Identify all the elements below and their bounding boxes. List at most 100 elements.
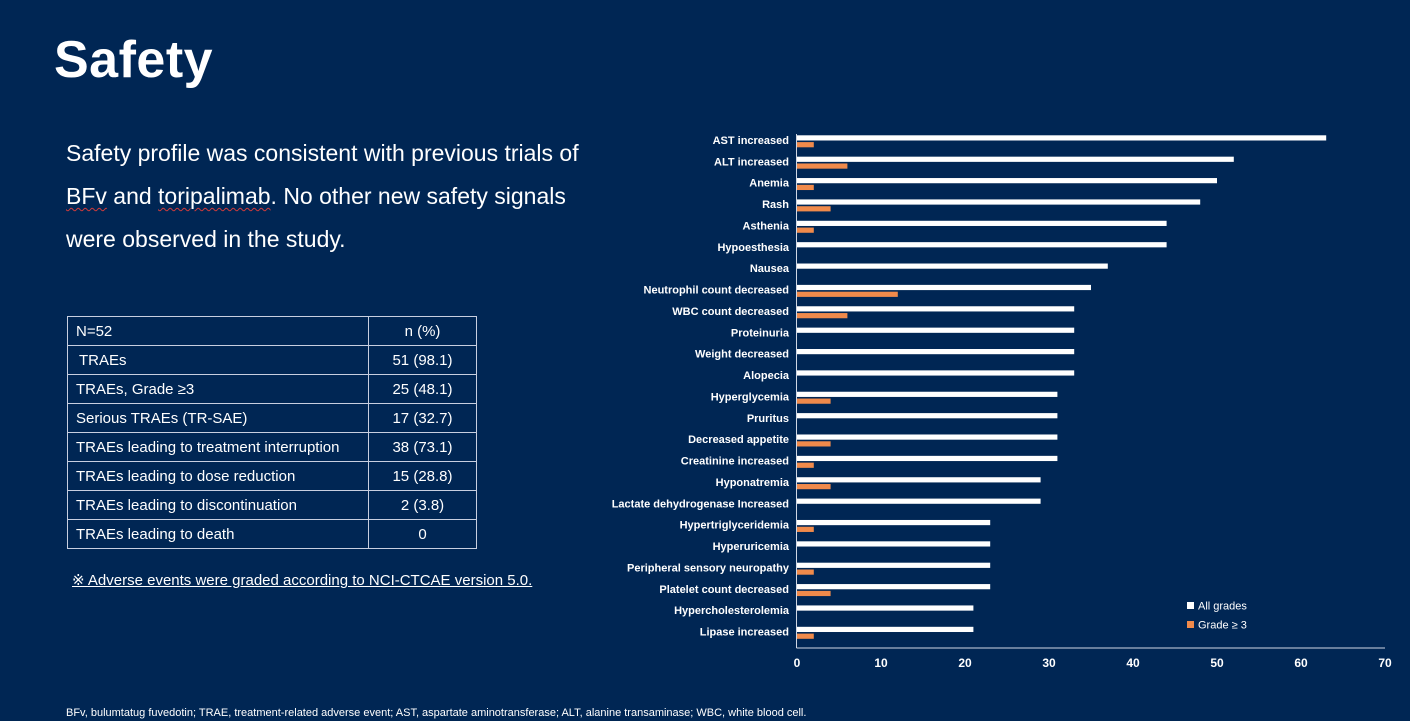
category-label: Hyperuricemia [713, 541, 790, 553]
table-row: TRAEs, Grade ≥3 25 (48.1) [67, 374, 477, 404]
category-label: ALT increased [714, 156, 789, 168]
bar-all-grades [797, 370, 1075, 376]
legend-label: All grades [1198, 601, 1247, 613]
category-label: Peripheral sensory neuropathy [627, 562, 790, 574]
bar-all-grades [797, 455, 1058, 462]
intro-part: and [106, 183, 159, 209]
bar-grade-3-plus [797, 163, 848, 169]
table-cell-label: TRAEs leading to discontinuation [67, 490, 369, 520]
table-cell-value: 17 (32.7) [368, 403, 477, 433]
category-label: Hypoesthesia [717, 242, 789, 254]
bar-all-grades [797, 605, 974, 611]
x-tick-label: 0 [794, 656, 801, 670]
table-cell-value: 51 (98.1) [368, 345, 477, 375]
category-label: Weight decreased [695, 349, 789, 361]
bar-grade-3-plus [797, 313, 848, 319]
category-label: Neutrophil count decreased [644, 285, 789, 297]
table-cell-value: 2 (3.8) [368, 490, 477, 520]
bar-all-grades [797, 562, 991, 568]
bar-grade-3-plus [797, 462, 814, 468]
bar-all-grades [797, 242, 1167, 248]
bar-all-grades [797, 349, 1075, 355]
bar-grade-3-plus [797, 590, 831, 597]
bar-grade-3-plus [797, 398, 831, 404]
table-row: TRAEs leading to treatment interruption 3… [67, 432, 477, 462]
category-label: Asthenia [743, 220, 790, 232]
intro-term-toripalimab: toripalimab [158, 183, 271, 209]
bar-all-grades [797, 584, 991, 590]
legend-swatch-grade-3-plus [1187, 621, 1194, 628]
legend-swatch-all-grades [1187, 602, 1194, 609]
bar-all-grades [797, 156, 1234, 162]
x-tick-label: 20 [958, 656, 972, 670]
category-label: WBC count decreased [672, 306, 789, 318]
table-cell-label: TRAEs leading to treatment interruption [67, 432, 369, 462]
category-label: Proteinuria [731, 327, 790, 339]
category-label: Lactate dehydrogenase Increased [612, 498, 789, 510]
bar-all-grades [797, 541, 991, 547]
bar-all-grades [797, 263, 1108, 269]
grading-note: ※ Adverse events were graded according t… [72, 572, 533, 589]
category-label: Creatinine increased [681, 456, 789, 468]
legend-label: Grade ≥ 3 [1198, 620, 1247, 632]
table-cell-value: 0 [368, 519, 477, 549]
category-label: Lipase increased [700, 627, 789, 639]
bar-all-grades [797, 626, 974, 633]
bar-grade-3-plus [797, 569, 814, 575]
category-label: Pruritus [747, 413, 789, 425]
bar-all-grades [797, 391, 1058, 397]
bar-all-grades [797, 327, 1075, 333]
category-label: Hyperglycemia [711, 391, 790, 403]
table-cell-value: 15 (28.8) [368, 461, 477, 491]
intro-part: Safety profile was consistent with previ… [66, 140, 579, 166]
bar-all-grades [797, 220, 1167, 226]
table-row: TRAEs leading to discontinuation 2 (3.8) [67, 490, 477, 520]
table-cell-value: 25 (48.1) [368, 374, 477, 404]
bar-all-grades [797, 519, 991, 526]
x-tick-label: 60 [1294, 656, 1308, 670]
category-label: Alopecia [743, 370, 790, 382]
x-tick-label: 40 [1126, 656, 1140, 670]
category-label: Decreased appetite [688, 434, 789, 446]
category-label: AST increased [713, 135, 789, 147]
bar-grade-3-plus [797, 441, 831, 447]
bar-all-grades [797, 284, 1091, 291]
bar-grade-3-plus [797, 184, 814, 191]
bar-all-grades [797, 178, 1217, 184]
x-tick-label: 50 [1210, 656, 1224, 670]
intro-part: . No other new safety signals were obser… [66, 183, 566, 252]
category-label: Rash [762, 199, 789, 211]
table-row: TRAEs leading to dose reduction 15 (28.8) [67, 461, 477, 491]
table-row: Serious TRAEs (TR-SAE) 17 (32.7) [67, 403, 477, 433]
x-tick-label: 30 [1042, 656, 1056, 670]
bar-all-grades [797, 434, 1058, 440]
bar-all-grades [797, 135, 1327, 141]
bar-grade-3-plus [797, 633, 814, 639]
bar-grade-3-plus [797, 526, 814, 532]
table-row: TRAEs 51 (98.1) [67, 345, 477, 375]
bar-grade-3-plus [797, 206, 831, 212]
bar-all-grades [797, 498, 1041, 504]
table-cell-label: TRAEs leading to dose reduction [67, 461, 369, 491]
category-label: Hyponatremia [716, 477, 790, 489]
intro-text: Safety profile was consistent with previ… [66, 132, 586, 261]
category-label: Nausea [750, 263, 790, 275]
safety-summary-table: N=52 n (%) TRAEs 51 (98.1) TRAEs, Grade ≥… [67, 316, 477, 549]
table-cell-label: TRAEs [67, 345, 369, 375]
table-cell-label: TRAEs leading to death [67, 519, 369, 549]
table-header-cell: n (%) [368, 316, 477, 346]
category-label: Hypercholesterolemia [674, 605, 790, 617]
category-label: Hypertriglyceridemia [680, 520, 790, 532]
table-cell-value: 38 (73.1) [368, 432, 477, 462]
bar-all-grades [797, 413, 1058, 419]
abbreviations-footnote: BFv, bulumtatug fuvedotin; TRAE, treatme… [66, 707, 807, 719]
bar-grade-3-plus [797, 142, 814, 148]
x-tick-label: 70 [1378, 656, 1392, 670]
bar-grade-3-plus [797, 227, 814, 233]
slide-title: Safety [54, 31, 214, 89]
bar-grade-3-plus [797, 291, 898, 297]
bar-all-grades [797, 199, 1201, 205]
table-cell-label: Serious TRAEs (TR-SAE) [67, 403, 369, 433]
table-row: TRAEs leading to death 0 [67, 519, 477, 549]
bar-all-grades [797, 477, 1041, 483]
